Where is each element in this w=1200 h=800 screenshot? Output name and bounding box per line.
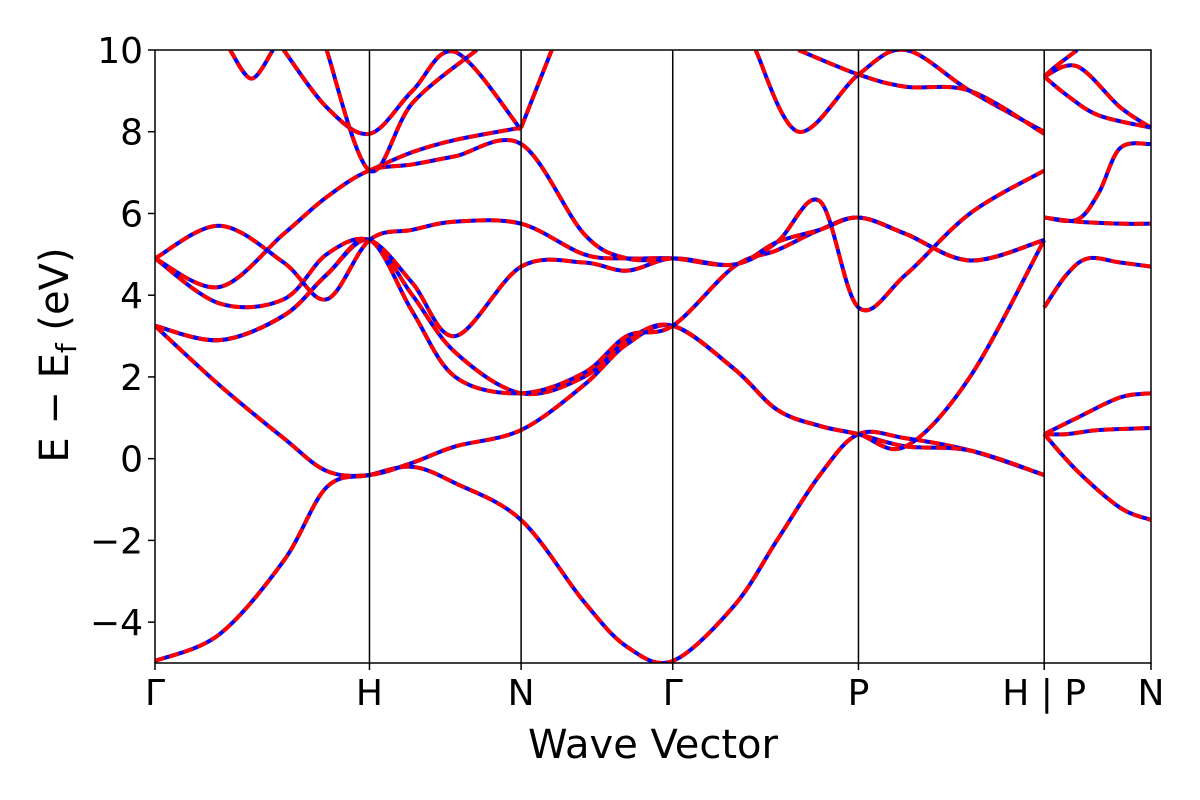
y-tick-label: 2 — [120, 358, 143, 399]
band-line-overlay — [1043, 63, 1151, 130]
y-axis-label-unit: (eV) — [32, 247, 78, 343]
band-line-overlay — [1043, 215, 1151, 226]
y-axis-label: E − Ef (eV) — [32, 247, 83, 462]
band-line-overlay — [1042, 432, 1151, 522]
band-line-overlay — [155, 238, 1046, 451]
band-line-overlay — [155, 429, 1045, 663]
band-line-overlay — [228, 50, 275, 81]
band-line-reference — [797, 50, 1046, 136]
band-line-overlay — [324, 50, 478, 174]
y-tick-label: 0 — [120, 440, 143, 481]
band-line-overlay — [1043, 391, 1151, 436]
x-tick-label: H | P — [1002, 673, 1086, 714]
x-axis-label: Wave Vector — [528, 722, 779, 768]
y-tick-label: −4 — [90, 603, 143, 644]
band-line-overlay — [519, 50, 554, 129]
band-line-reference — [155, 323, 1045, 478]
x-tick-label: P — [848, 673, 870, 714]
y-ticks: −4 −2 0 2 4 6 8 10 — [90, 31, 155, 644]
x-tick-label: Γ — [663, 673, 683, 714]
band-line-reference — [155, 429, 1045, 663]
x-tick-label: N — [508, 673, 535, 714]
y-tick-label: −2 — [90, 521, 143, 562]
band-line-reference — [368, 125, 522, 173]
y-axis-label-sub: f — [50, 342, 83, 353]
band-line-reference — [324, 50, 478, 174]
band-line-overlay — [753, 50, 1046, 134]
x-ticks: Γ H N Γ P H | P N — [145, 663, 1165, 714]
band-line-overlay — [1042, 255, 1151, 309]
bands-layer — [155, 50, 1151, 663]
plot-frame — [154, 49, 1152, 664]
band-line-overlay — [155, 323, 1045, 478]
band-line-overlay — [155, 137, 673, 290]
high-symmetry-lines — [368, 50, 1045, 663]
band-line-overlay — [155, 215, 1045, 302]
y-tick-label: 10 — [97, 31, 143, 72]
y-tick-label: 6 — [120, 194, 143, 235]
y-tick-label: 4 — [120, 276, 143, 317]
band-line-overlay — [155, 168, 1046, 339]
band-line-overlay — [1042, 75, 1151, 130]
band-line-reference — [753, 50, 1046, 134]
band-line-reference — [1043, 141, 1151, 224]
band-line-overlay — [368, 125, 522, 173]
band-line-overlay — [1043, 141, 1151, 224]
y-axis-label-main: E − E — [32, 353, 78, 463]
band-line-reference — [1042, 432, 1151, 522]
band-line-reference — [519, 50, 554, 129]
band-line-overlay — [1044, 426, 1151, 437]
band-line-overlay — [282, 50, 523, 136]
band-line-overlay — [1042, 50, 1079, 79]
band-line-overlay — [797, 50, 1046, 136]
x-tick-label: N — [1138, 673, 1165, 714]
y-tick-label: 8 — [120, 113, 143, 154]
x-tick-label: Γ — [145, 673, 165, 714]
x-tick-label: H — [356, 673, 383, 714]
